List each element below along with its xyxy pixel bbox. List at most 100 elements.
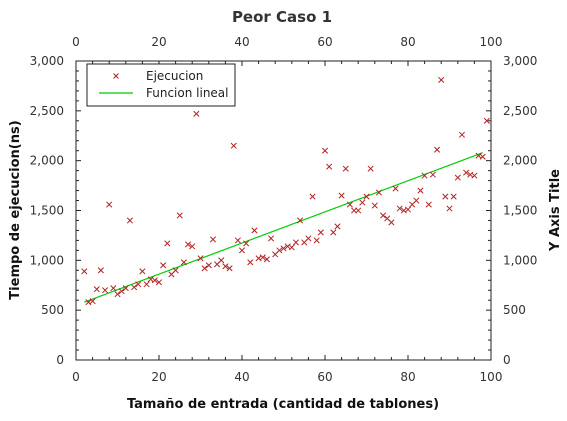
x2-tick-label: 80 [400,35,415,49]
data-point-ejecucion [106,201,113,208]
data-point-ejecucion [288,244,295,251]
data-point-ejecucion [326,163,333,170]
data-point-ejecucion [317,229,324,236]
data-point-ejecucion [81,268,88,275]
data-point-ejecucion [396,205,403,212]
legend-label-ejecucion: Ejecucion [146,69,203,83]
data-point-ejecucion [164,240,171,247]
data-point-ejecucion [209,236,217,243]
chart-title: Peor Caso 1 [232,8,332,26]
data-point-ejecucion [425,201,432,208]
data-point-ejecucion [135,281,142,288]
data-point-ejecucion [458,131,466,138]
data-point-ejecucion [297,217,304,224]
data-point-ejecucion [184,241,192,248]
x2-tick-label: 0 [72,35,80,49]
data-point-ejecucion [292,239,300,246]
y-tick-label: 2,500 [30,104,64,118]
y2-tick-label: 1,500 [503,204,537,218]
y-tick-label: 2,000 [30,154,64,168]
data-point-ejecucion [380,212,387,219]
legend-marker-ejecucion [113,73,119,79]
y-tick-label: 500 [41,303,64,317]
data-point-ejecucion [388,219,395,226]
y-axis-title: Tiempo de ejecucion(ns) [8,120,23,299]
data-point-ejecucion [338,192,345,199]
data-point-ejecucion [346,201,353,208]
data-point-ejecucion [359,199,366,206]
y2-tick-label: 2,000 [503,154,537,168]
y2-tick-label: 1,000 [503,253,537,267]
data-point-ejecucion [114,291,121,298]
data-point-ejecucion [230,142,237,149]
series-line-funcion-lineal [84,152,483,303]
data-point-ejecucion [321,147,329,154]
data-point-ejecucion [371,202,378,209]
data-point-ejecucion [309,193,316,200]
data-point-ejecucion [189,243,196,250]
data-point-ejecucion [267,235,275,242]
y-tick-label: 3,000 [30,54,64,68]
data-point-ejecucion [392,185,399,192]
data-point-ejecucion [226,265,233,272]
data-point-ejecucion [160,262,167,269]
data-point-ejecucion [243,240,250,247]
data-point-ejecucion [471,172,478,179]
y2-tick-label: 0 [503,353,511,367]
data-point-ejecucion [313,237,320,244]
data-point-ejecucion [454,174,461,181]
y2-axis-title: Y Axis Title [548,169,563,252]
y2-tick-label: 3,000 [503,54,537,68]
data-point-ejecucion [429,171,436,178]
data-point-ejecucion [334,223,341,230]
x-tick-label: 80 [400,370,415,384]
data-point-ejecucion [205,262,212,269]
data-point-ejecucion [251,227,258,234]
y-tick-label: 1,500 [30,204,64,218]
data-point-ejecucion [446,205,453,212]
data-point-ejecucion [404,206,412,213]
data-point-ejecucion [110,285,117,292]
data-point-ejecucion [280,245,287,252]
x2-tick-label: 40 [234,35,249,49]
data-point-ejecucion [355,207,362,214]
data-point-ejecucion [218,257,225,264]
data-point-ejecucion [363,193,370,200]
y2-tick-label: 2,500 [503,104,537,118]
data-point-ejecucion [276,247,283,254]
data-point-ejecucion [172,267,179,274]
data-point-ejecucion [442,193,449,200]
data-point-ejecucion [483,117,490,124]
y-tick-label: 0 [56,353,64,367]
x-tick-label: 20 [151,370,166,384]
data-point-ejecucion [176,212,183,219]
data-point-ejecucion [151,277,158,284]
data-point-ejecucion [259,254,266,261]
data-point-ejecucion [193,110,200,117]
data-point-ejecucion [201,265,208,272]
x-tick-label: 0 [72,370,80,384]
data-point-ejecucion [126,217,134,224]
data-point-ejecucion [247,259,254,266]
data-point-ejecucion [450,193,457,200]
x2-tick-label: 100 [480,35,503,49]
data-point-ejecucion [417,187,424,194]
legend-box [86,63,236,107]
x-tick-label: 100 [480,370,503,384]
x-tick-label: 40 [234,370,249,384]
data-point-ejecucion [463,169,470,176]
data-point-ejecucion [305,235,312,242]
x2-tick-label: 20 [151,35,166,49]
data-point-ejecucion [330,229,337,236]
x2-tick-label: 60 [317,35,332,49]
legend-label-funcion-lineal: Funcion lineal [146,86,229,100]
data-point-ejecucion [89,298,96,305]
legend: Ejecucion Funcion lineal [86,63,236,107]
data-point-ejecucion [180,259,187,266]
data-point-ejecucion [234,237,241,244]
data-point-ejecucion [433,146,441,153]
x-tick-label: 60 [317,370,332,384]
data-point-ejecucion [367,165,374,172]
data-point-ejecucion [479,153,486,160]
